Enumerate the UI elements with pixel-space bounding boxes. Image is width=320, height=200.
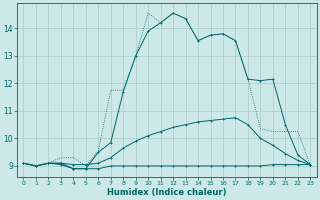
X-axis label: Humidex (Indice chaleur): Humidex (Indice chaleur)	[107, 188, 227, 197]
